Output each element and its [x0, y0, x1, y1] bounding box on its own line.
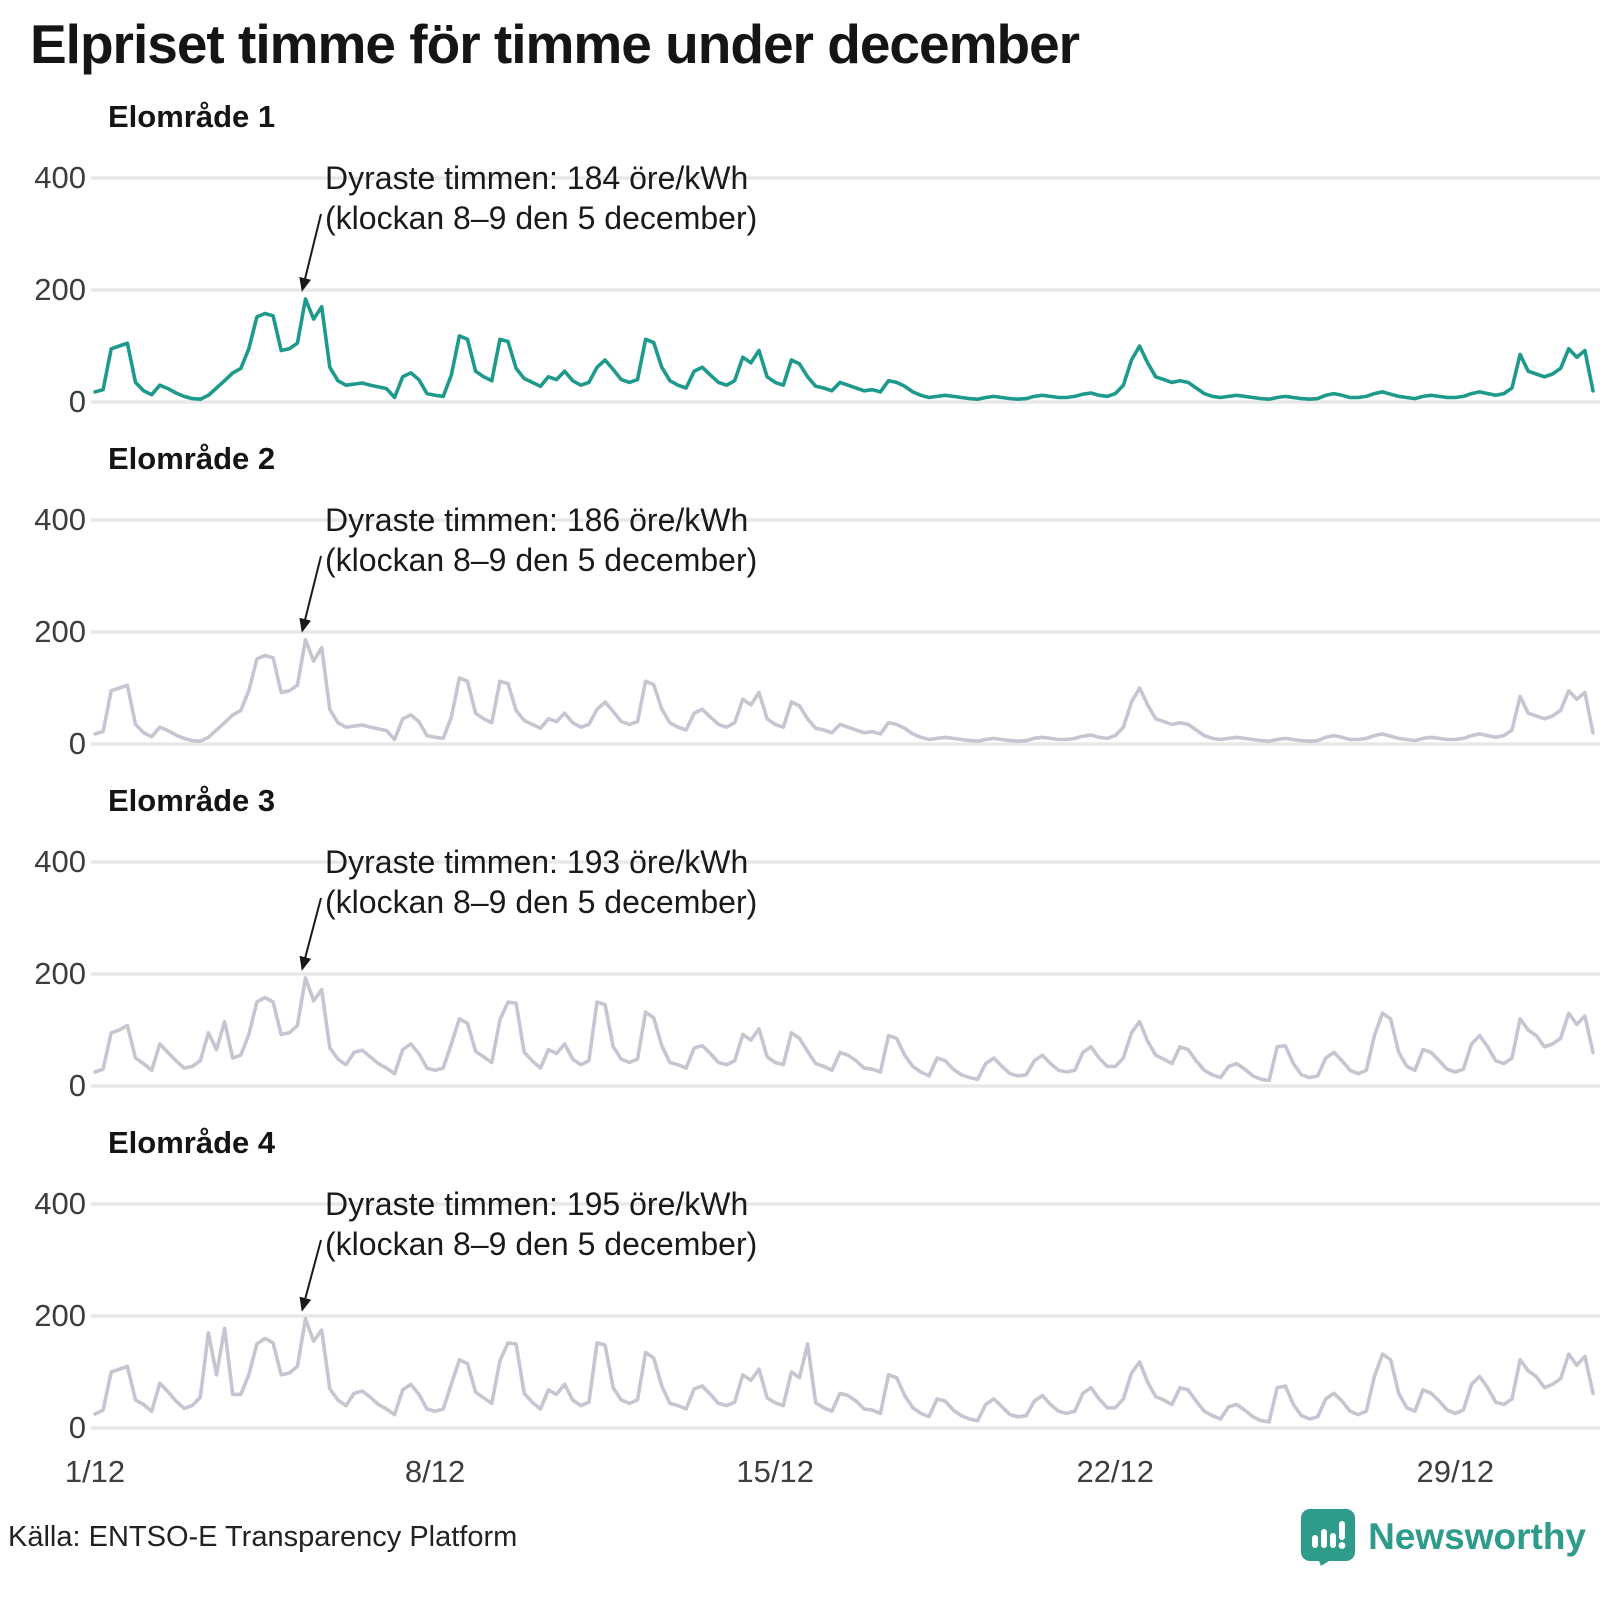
y-tick-label: 400 [34, 1186, 86, 1221]
line-chart: 400 200 0 Dyraste timmen: 193 öre/kWh (k… [0, 822, 1600, 1112]
peak-annotation: Dyraste timmen: 193 öre/kWh (klockan 8–9… [325, 842, 757, 922]
annotation-line1: Dyraste timmen: 193 öre/kWh [325, 844, 749, 880]
annotation-line1: Dyraste timmen: 195 öre/kWh [325, 1186, 749, 1222]
peak-annotation: Dyraste timmen: 195 öre/kWh (klockan 8–9… [325, 1184, 757, 1264]
price-line-plot [91, 860, 1600, 1088]
annotation-line1: Dyraste timmen: 184 öre/kWh [325, 160, 749, 196]
y-tick-label: 400 [34, 844, 86, 879]
y-tick-label: 200 [34, 614, 86, 649]
annotation-line2: (klockan 8–9 den 5 december) [325, 200, 758, 236]
annotation-line2: (klockan 8–9 den 5 december) [325, 884, 758, 920]
y-tick-label: 200 [34, 956, 86, 991]
price-line-plot [91, 1202, 1600, 1430]
price-series-line [93, 638, 1595, 744]
peak-annotation: Dyraste timmen: 186 öre/kWh (klockan 8–9… [325, 500, 757, 580]
newsworthy-bubble-icon [1301, 1509, 1356, 1566]
y-tick-label: 200 [34, 272, 86, 307]
price-series-line [93, 1317, 1595, 1424]
annotation-line2: (klockan 8–9 den 5 december) [325, 1226, 758, 1262]
y-tick-label: 200 [34, 1298, 86, 1333]
chart-panel-3: Elområde 3 400 200 0 Dyraste timmen: 193… [0, 780, 1600, 1112]
annotation-arrow [299, 555, 322, 633]
chart-panel-1: Elområde 1 400 200 0 Dyraste timmen: 184… [0, 96, 1600, 428]
y-tick-label: 400 [34, 160, 86, 195]
price-series-line [93, 976, 1595, 1083]
y-tick-label: 0 [68, 1068, 86, 1103]
panel-title: Elområde 3 [108, 783, 276, 818]
annotation-line2: (klockan 8–9 den 5 december) [325, 542, 758, 578]
annotation-arrow [299, 213, 322, 292]
logo-wordmark: Newsworthy [1368, 1516, 1586, 1557]
y-tick-label: 0 [68, 384, 86, 419]
page-title: Elpriset timme för timme under december [30, 13, 1080, 75]
footer: Källa: ENTSO-E Transparency Platform New… [0, 1508, 1600, 1566]
price-line-plot [91, 176, 1600, 404]
chart-panel-2: Elområde 2 400 200 0 Dyraste timmen: 186… [0, 438, 1600, 770]
newsworthy-logo: Newsworthy [1300, 1508, 1586, 1566]
annotation-line1: Dyraste timmen: 186 öre/kWh [325, 502, 749, 538]
x-tick-label: 8/12 [404, 1454, 466, 1489]
source-note: Källa: ENTSO-E Transparency Platform [8, 1520, 518, 1553]
x-tick-label: 22/12 [1076, 1454, 1155, 1489]
x-tick-label: 29/12 [1416, 1454, 1495, 1489]
line-chart: 400 200 0 Dyraste timmen: 186 öre/kWh (k… [0, 480, 1600, 770]
y-tick-label: 0 [68, 726, 86, 761]
y-tick-label: 400 [34, 502, 86, 537]
panel-title: Elområde 4 [108, 1125, 276, 1160]
line-chart: 400 200 0 Dyraste timmen: 195 öre/kWh (k… [0, 1164, 1600, 1454]
y-tick-label: 0 [68, 1410, 86, 1445]
x-tick-label: 15/12 [736, 1454, 814, 1489]
peak-annotation: Dyraste timmen: 184 öre/kWh (klockan 8–9… [325, 158, 757, 238]
annotation-arrow [299, 1239, 322, 1312]
panel-title: Elområde 2 [108, 441, 276, 476]
x-tick-label: 1/12 [64, 1454, 126, 1489]
chart-panel-4: Elområde 4 400 200 0 Dyraste timmen: 195… [0, 1122, 1600, 1454]
line-chart: 400 200 0 Dyraste timmen: 184 öre/kWh (k… [0, 138, 1600, 428]
annotation-arrow [299, 897, 322, 971]
price-series-line [93, 297, 1595, 402]
x-axis: 1/12 8/12 15/12 22/12 29/12 [0, 1454, 1600, 1492]
price-line-plot [91, 518, 1600, 746]
panel-title: Elområde 1 [108, 99, 276, 134]
